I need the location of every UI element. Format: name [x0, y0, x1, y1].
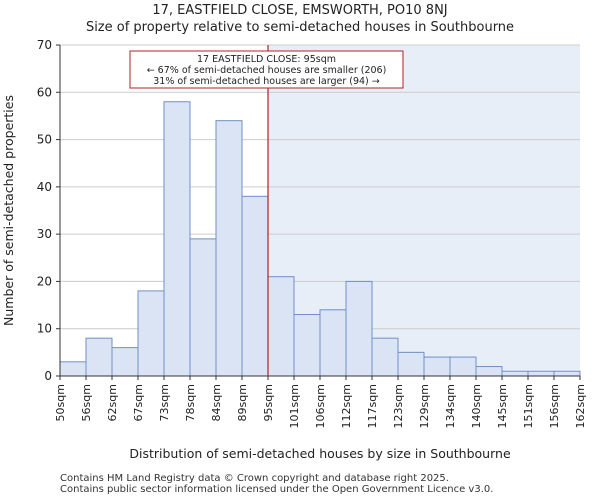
- x-tick-label: 78sqm: [184, 384, 197, 421]
- y-tick-label: 40: [37, 180, 52, 194]
- x-tick-label: 151sqm: [522, 384, 535, 428]
- x-tick-label: 129sqm: [418, 384, 431, 428]
- bar: [189, 238, 217, 377]
- bar: [449, 356, 477, 377]
- x-tick-label: 89sqm: [236, 384, 249, 421]
- bar: [527, 370, 555, 377]
- x-tick-label: 117sqm: [366, 384, 379, 428]
- x-tick-label: 67sqm: [132, 384, 145, 421]
- y-tick-label: 60: [37, 85, 52, 99]
- annotation-line-2: ← 67% of semi-detached houses are smalle…: [147, 65, 387, 76]
- x-tick-label: 156sqm: [548, 384, 561, 428]
- bar: [137, 290, 165, 377]
- x-tick-label: 145sqm: [496, 384, 509, 428]
- x-tick-label: 95sqm: [262, 384, 275, 421]
- bar: [475, 366, 503, 377]
- chart-title: 17, EASTFIELD CLOSE, EMSWORTH, PO10 8NJ: [152, 3, 448, 18]
- annotation-box: [129, 50, 404, 89]
- bar: [267, 276, 295, 377]
- x-tick-label: 106sqm: [314, 384, 327, 428]
- bar: [163, 101, 191, 377]
- bar: [85, 337, 113, 377]
- annotation-line-3: 31% of semi-detached houses are larger (…: [153, 76, 380, 87]
- bar: [241, 195, 269, 377]
- x-tick-label: 73sqm: [158, 384, 171, 421]
- footer-licence: Contains public sector information licen…: [60, 484, 494, 495]
- y-tick-label: 70: [37, 38, 52, 52]
- y-tick-label: 0: [44, 369, 52, 383]
- bar: [345, 280, 373, 377]
- bar: [423, 356, 451, 377]
- x-tick-label: 162sqm: [574, 384, 587, 428]
- bar: [371, 337, 399, 377]
- y-tick-label: 20: [37, 274, 52, 288]
- x-tick-label: 62sqm: [106, 384, 119, 421]
- x-axis-label: Distribution of semi-detached houses by …: [129, 446, 511, 461]
- bar: [215, 120, 243, 377]
- bar: [293, 314, 321, 377]
- y-axis-label: Number of semi-detached properties: [1, 95, 16, 326]
- x-tick-label: 112sqm: [340, 384, 353, 428]
- footer-copyright: Contains HM Land Registry data © Crown c…: [60, 473, 449, 484]
- y-tick-label: 30: [37, 227, 52, 241]
- bar: [397, 351, 425, 377]
- annotation-line-1: 17 EASTFIELD CLOSE: 95sqm: [197, 54, 336, 65]
- x-tick-label: 134sqm: [444, 384, 457, 428]
- bar: [501, 370, 529, 377]
- x-tick-label: 140sqm: [470, 384, 483, 428]
- bar: [319, 309, 347, 377]
- bar: [59, 361, 87, 377]
- x-tick-label: 123sqm: [392, 384, 405, 428]
- x-tick-label: 56sqm: [80, 384, 93, 421]
- y-tick-label: 10: [37, 322, 52, 336]
- x-tick-label: 101sqm: [288, 384, 301, 428]
- y-tick-label: 50: [37, 133, 52, 147]
- bar-chart: 0 10 20 30 40 50 60 70 50sqm 56sqm 62sqm 67sqm 73sqm…: [1, 38, 587, 461]
- bar: [111, 347, 139, 377]
- x-tick-label: 50sqm: [54, 384, 67, 421]
- bar: [553, 370, 581, 377]
- chart-subtitle: Size of property relative to semi-detach…: [85, 20, 515, 35]
- x-tick-label: 84sqm: [210, 384, 223, 421]
